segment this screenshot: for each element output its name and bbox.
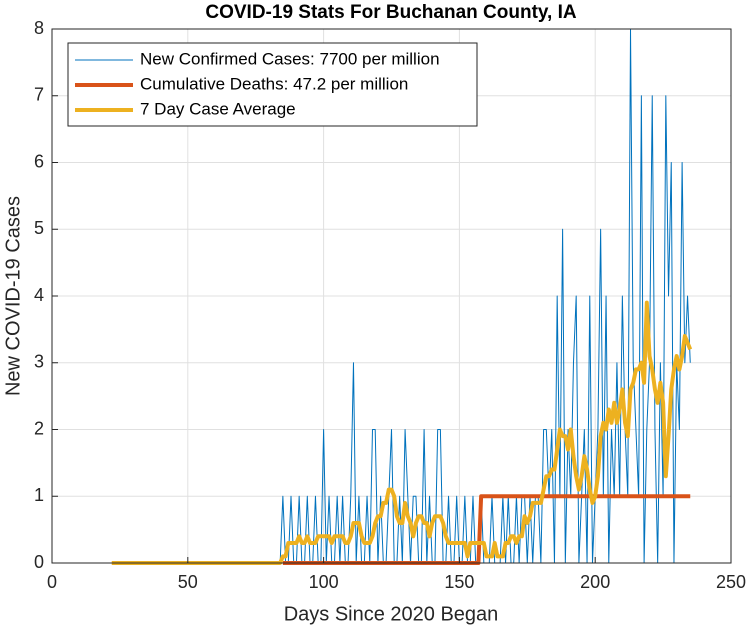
y-tick-label: 1 [34,485,44,505]
y-tick-label: 4 [34,285,44,305]
x-tick-label: 50 [178,572,198,592]
x-tick-label: 150 [444,572,474,592]
y-tick-label: 5 [34,218,44,238]
y-tick-label: 6 [34,151,44,171]
ticks: 0 50 100 150 200 250 0 1 2 3 4 5 6 7 8 [34,18,746,592]
x-tick-label: 0 [47,572,57,592]
y-axis-label: New COVID-19 Cases [2,196,24,396]
y-tick-label: 3 [34,352,44,372]
legend-label: New Confirmed Cases: 7700 per million [140,49,440,68]
y-tick-label: 8 [34,18,44,38]
x-tick-label: 200 [580,572,610,592]
legend-box [67,42,478,127]
legend-label: 7 Day Case Average [140,99,296,118]
y-tick-label: 7 [34,85,44,105]
x-tick-label: 100 [309,572,339,592]
chart-title: COVID-19 Stats For Buchanan County, IA [205,2,577,23]
legend-label: Cumulative Deaths: 47.2 per million [140,74,408,93]
y-tick-label: 2 [34,418,44,438]
legend: New Confirmed Cases: 7700 per million Cum… [67,42,478,127]
y-tick-label: 0 [34,552,44,572]
x-axis-label: Days Since 2020 Began [284,603,499,625]
x-tick-label: 250 [716,572,746,592]
